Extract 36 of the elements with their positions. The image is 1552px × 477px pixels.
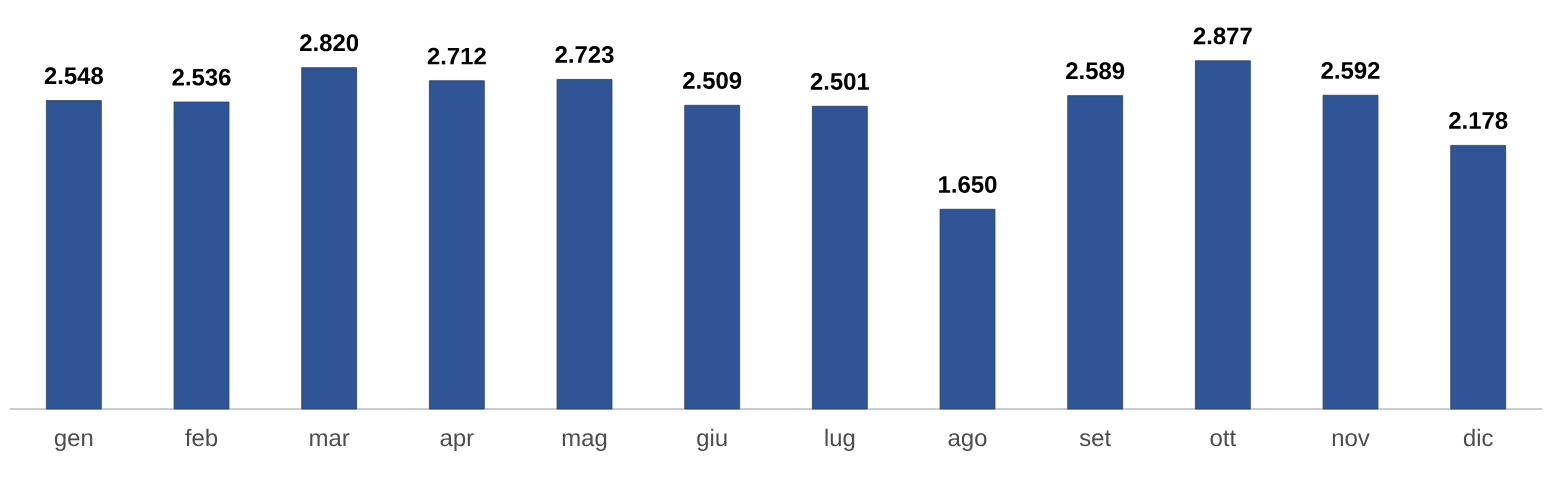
bar [1450,144,1507,410]
x-tick-label: gen [54,433,93,452]
bar [684,104,741,410]
x-tick-label: ott [1210,430,1236,447]
x-tick-label: set [1079,430,1111,447]
bar [556,79,613,410]
bar [173,101,230,410]
data-label: 1.650 [939,175,997,193]
data-label: 2.178 [1449,112,1508,129]
data-label: 2.589 [1066,62,1125,80]
data-label: 2.592 [1321,61,1380,79]
data-label: 2.820 [300,34,359,52]
bar [428,80,485,410]
x-tick-label: lug [825,428,855,452]
x-tick-label: mar [310,433,350,447]
x-tick-label: mag [562,433,607,452]
data-label: 2.548 [44,67,104,85]
x-tick-label: giu [697,428,727,452]
x-tick-label: dic [1463,428,1493,447]
bar [811,105,868,410]
bar [1067,95,1124,410]
bar [1322,94,1379,410]
data-label: 2.712 [427,47,486,65]
bar [45,100,102,410]
data-label: 2.723 [555,46,614,64]
x-tick-label: ago [948,433,987,452]
bar [1195,60,1251,410]
data-label: 2.501 [810,72,870,90]
x-tick-label: nov [1332,433,1370,447]
data-label: 2.536 [172,68,231,86]
bar [939,208,996,410]
x-tick-label: apr [440,433,474,452]
data-label: 2.509 [683,72,742,89]
bar [301,67,358,410]
x-tick-label: feb [185,428,218,447]
data-label: 2.877 [1193,27,1252,45]
